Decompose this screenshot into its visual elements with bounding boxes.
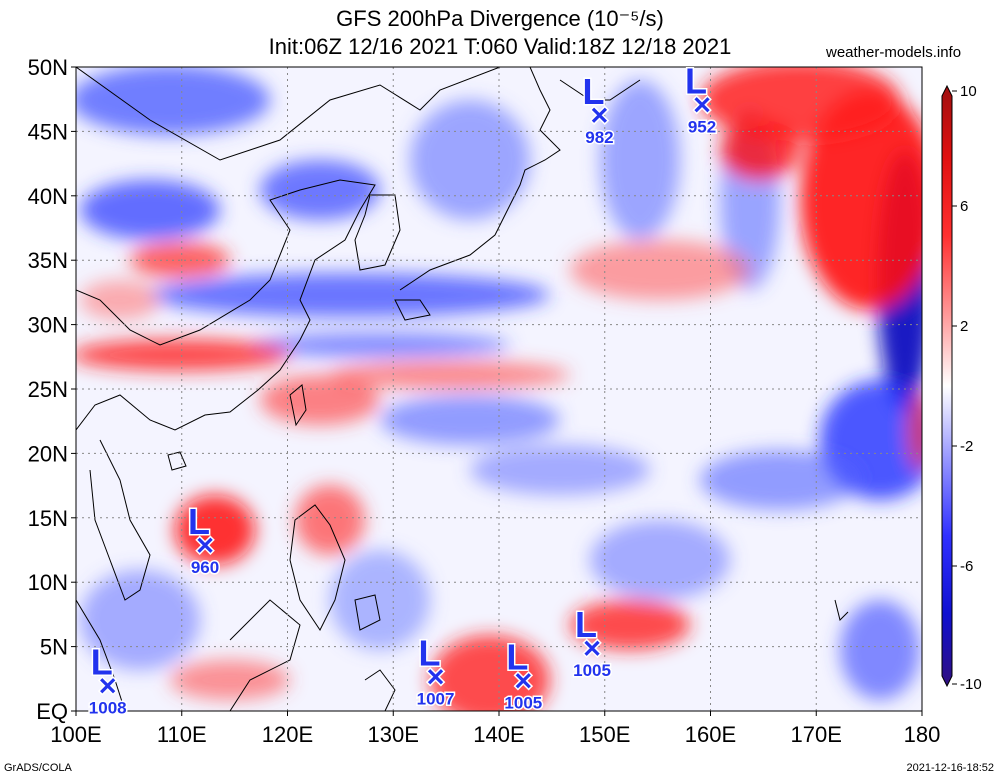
low-marker: L✕1008 — [87, 640, 128, 719]
low-letter: L — [188, 501, 210, 542]
longitude-tick-label: 180 — [904, 722, 941, 747]
latitude-tick-label: 50N — [28, 55, 68, 80]
latitude-tick-label: EQ — [36, 699, 68, 724]
low-marker: L✕1005 — [572, 603, 613, 682]
longitude-tick-label: 140E — [473, 722, 524, 747]
longitude-tick-label: 160E — [685, 722, 736, 747]
low-center-x-icon: ✕ — [195, 533, 215, 560]
footer-credit: GrADS/COLA — [4, 762, 72, 774]
colorbar-tick-label: -6 — [960, 558, 973, 575]
low-pressure-value: 952 — [688, 118, 716, 137]
latitude-tick-label: 10N — [28, 570, 68, 595]
low-letter: L — [91, 642, 113, 683]
low-pressure-value: 1005 — [573, 661, 611, 680]
footer-timestamp: 2021-12-16-18:52 — [906, 762, 994, 774]
colorbar-labels: 10 6 2 -2 -6 -10 — [952, 83, 982, 693]
watermark: weather-models.info — [826, 44, 962, 61]
colorbar-tick-label: 6 — [960, 198, 968, 215]
latitude-labels: EQ 5N 10N 15N 20N 25N 30N 35N 40N 45N 50N — [28, 55, 76, 724]
latitude-tick-label: 15N — [28, 506, 68, 531]
latitude-tick-label: 25N — [28, 377, 68, 402]
colorbar-tick-label: 2 — [960, 318, 968, 335]
divergence-field — [76, 67, 922, 711]
colorbar-tick-label: 10 — [960, 83, 977, 100]
low-pressure-value: 982 — [585, 128, 613, 147]
colorbar-tick-label: -2 — [960, 438, 973, 455]
low-center-x-icon: ✕ — [513, 668, 533, 695]
low-center-x-icon: ✕ — [692, 93, 712, 120]
low-marker: L✕982 — [581, 69, 615, 148]
low-marker: L✕1005 — [503, 635, 544, 714]
latitude-tick-label: 45N — [28, 119, 68, 144]
latitude-tick-label: 35N — [28, 248, 68, 273]
coastlines — [76, 67, 849, 711]
low-letter: L — [582, 71, 604, 112]
low-letter: L — [685, 61, 707, 102]
latitude-tick-label: 20N — [28, 441, 68, 466]
longitude-tick-label: 110E — [157, 722, 207, 747]
longitude-tick-label: 120E — [262, 722, 313, 747]
longitude-tick-label: 170E — [791, 722, 842, 747]
map-title: GFS 200hPa Divergence (10⁻⁵/s) — [336, 6, 664, 31]
low-letter: L — [575, 604, 597, 645]
longitude-labels: 100E 110E 120E 130E 140E 150E 160E 170E 180 — [50, 711, 940, 747]
low-pressure-value: 1005 — [504, 693, 542, 712]
colorbar-bar — [941, 84, 953, 688]
low-letter: L — [419, 633, 441, 674]
colorbar-tick-label: -10 — [960, 676, 982, 693]
low-marker: L✕1007 — [415, 631, 456, 710]
low-pressure-value: 960 — [191, 558, 219, 577]
latitude-tick-label: 30N — [28, 313, 68, 338]
longitude-tick-label: 150E — [579, 722, 630, 747]
low-center-x-icon: ✕ — [98, 674, 118, 701]
low-marker: L✕952 — [684, 59, 718, 138]
longitude-tick-label: 130E — [368, 722, 419, 747]
low-center-x-icon: ✕ — [582, 636, 602, 663]
low-pressure-value: 1007 — [417, 690, 455, 709]
colorbar: 10 6 2 -2 -6 -10 — [941, 83, 982, 693]
low-center-x-icon: ✕ — [589, 103, 609, 130]
low-marker: L✕960 — [187, 500, 221, 579]
latitude-tick-label: 40N — [28, 184, 68, 209]
low-letter: L — [506, 636, 528, 677]
low-center-x-icon: ✕ — [425, 665, 445, 692]
map-subtitle: Init:06Z 12/16 2021 T:060 Valid:18Z 12/1… — [268, 34, 732, 59]
low-pressure-value: 1008 — [89, 699, 127, 718]
longitude-tick-label: 100E — [50, 722, 101, 747]
latitude-tick-label: 5N — [40, 635, 68, 660]
